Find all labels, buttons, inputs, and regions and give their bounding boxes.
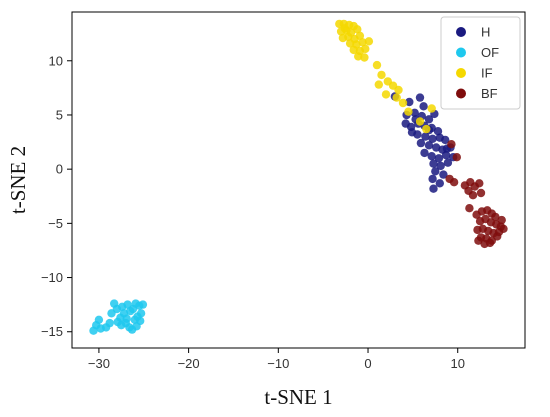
point-bf xyxy=(468,191,478,200)
point-h xyxy=(436,161,445,171)
point-bf xyxy=(493,232,502,241)
point-if xyxy=(361,44,370,54)
point-h xyxy=(435,179,444,188)
point-if xyxy=(355,31,365,40)
point-h xyxy=(429,184,438,193)
y-tick-label: −10 xyxy=(41,270,63,285)
point-of xyxy=(138,300,148,309)
point-h xyxy=(441,135,450,145)
point-h xyxy=(431,167,440,176)
point-h xyxy=(443,158,453,167)
point-bf xyxy=(474,236,483,245)
points-layer xyxy=(89,19,508,335)
point-h xyxy=(405,97,414,107)
point-if xyxy=(374,80,383,89)
point-if xyxy=(360,53,369,62)
point-bf xyxy=(475,179,484,188)
point-h xyxy=(441,150,451,160)
plot-frame xyxy=(71,11,526,349)
point-if xyxy=(415,117,425,126)
point-if xyxy=(354,52,363,61)
point-if xyxy=(427,104,436,113)
legend-label-if: IF xyxy=(481,66,493,81)
point-h xyxy=(420,148,429,158)
point-h xyxy=(415,93,425,102)
point-of xyxy=(136,309,146,318)
point-if xyxy=(349,45,358,55)
point-bf xyxy=(497,215,506,225)
point-h xyxy=(413,130,422,139)
x-tick-label: 0 xyxy=(364,356,371,371)
legend-label-bf: BF xyxy=(481,86,498,101)
point-of xyxy=(122,314,131,323)
y-axis-title: t-SNE 2 xyxy=(6,146,30,214)
point-of xyxy=(105,318,114,328)
point-if xyxy=(358,38,367,47)
legend-marker-of xyxy=(456,47,466,58)
point-of xyxy=(117,321,126,330)
point-if xyxy=(344,32,353,42)
x-tick-label: −10 xyxy=(267,356,289,371)
y-tick-label: 0 xyxy=(56,162,63,177)
point-h xyxy=(410,108,419,118)
point-if xyxy=(422,124,431,134)
point-bf xyxy=(452,153,461,162)
point-h xyxy=(434,154,444,163)
x-tick-label: 10 xyxy=(450,356,464,371)
legend-marker-bf xyxy=(456,88,466,99)
point-if xyxy=(398,98,408,108)
legend-marker-if xyxy=(456,68,466,78)
point-h xyxy=(432,143,441,152)
legend-label-h: H xyxy=(481,25,490,40)
point-if xyxy=(353,25,362,34)
point-if xyxy=(372,60,382,70)
x-axis-title: t-SNE 1 xyxy=(264,385,332,409)
point-if xyxy=(364,37,374,46)
point-if xyxy=(345,39,355,48)
point-of xyxy=(94,315,104,324)
y-tick-label: −5 xyxy=(48,216,63,231)
point-bf xyxy=(476,188,486,198)
point-h xyxy=(433,127,443,136)
point-bf xyxy=(465,204,474,213)
point-h xyxy=(424,115,434,124)
point-h xyxy=(424,141,434,150)
legend-label-of: OF xyxy=(481,45,499,60)
y-tick-label: 5 xyxy=(56,107,63,122)
point-h xyxy=(428,134,437,143)
point-h xyxy=(429,159,438,168)
point-if xyxy=(392,93,401,102)
y-tick-label: 10 xyxy=(49,53,63,68)
point-bf xyxy=(485,238,495,248)
legend: H OF IF BF xyxy=(440,16,521,110)
point-if xyxy=(381,90,391,99)
point-bf xyxy=(449,178,459,187)
x-tick-label: −30 xyxy=(88,356,110,371)
point-bf xyxy=(447,140,456,149)
point-h xyxy=(427,152,436,161)
point-if xyxy=(394,85,403,95)
point-h xyxy=(428,174,437,184)
legend-marker-h xyxy=(456,27,466,37)
point-h xyxy=(439,170,448,179)
y-tick-label: −15 xyxy=(41,324,63,339)
point-if xyxy=(404,107,413,116)
x-tick-label: −20 xyxy=(178,356,200,371)
point-bf xyxy=(499,224,508,233)
point-h xyxy=(419,102,428,111)
point-of xyxy=(132,322,141,331)
legend-box xyxy=(440,16,521,110)
axis-ticks: −30 −20 −10 0 10 −15 −10 −5 0 5 10 xyxy=(41,53,465,371)
point-if xyxy=(340,24,349,33)
point-if xyxy=(377,70,386,80)
point-h xyxy=(421,132,430,141)
point-h xyxy=(416,138,426,148)
